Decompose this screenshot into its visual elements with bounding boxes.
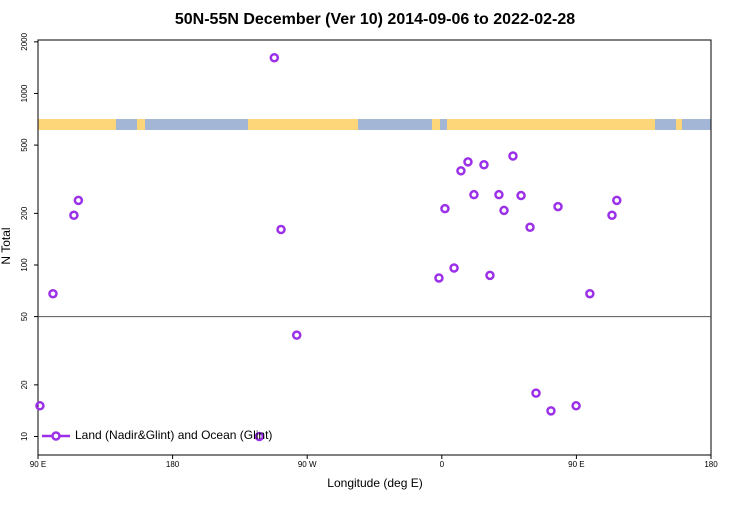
point <box>463 157 473 167</box>
legend-marker <box>51 431 61 441</box>
point <box>48 288 58 299</box>
y-tick-label: 20 <box>20 380 29 389</box>
point <box>35 401 45 411</box>
plot-frame <box>37 39 712 456</box>
land-ocean-strip <box>38 119 711 130</box>
point <box>485 270 495 281</box>
legend-label: Land (Nadir&Glint) and Ocean (Glint) <box>75 428 272 442</box>
y-tick-label: 10 <box>20 431 29 440</box>
x-tick-label: 180 <box>704 460 718 469</box>
point <box>456 166 466 176</box>
y-tick-label: 100 <box>20 258 29 272</box>
point <box>276 224 286 235</box>
x-tick-label: 180 <box>166 460 180 469</box>
point <box>269 53 280 63</box>
point <box>546 406 556 416</box>
point <box>571 401 581 411</box>
x-tick-label: 90 E <box>30 460 46 469</box>
y-axis-label: N Total <box>0 227 13 264</box>
point <box>440 203 450 214</box>
y-tick-label: 1000 <box>20 84 29 102</box>
point <box>531 388 541 398</box>
point <box>525 222 535 232</box>
point <box>499 205 509 216</box>
chart-title: 50N-55N December (Ver 10) 2014-09-06 to … <box>175 11 575 28</box>
y-tick-label: 200 <box>20 206 29 220</box>
y-tick-label: 50 <box>20 312 29 321</box>
point <box>469 189 479 200</box>
point <box>291 330 302 340</box>
point <box>508 151 518 161</box>
point <box>434 273 444 283</box>
point <box>479 160 489 170</box>
point <box>585 288 595 299</box>
point <box>69 210 79 220</box>
x-tick-label: 90 W <box>298 460 317 469</box>
point <box>516 190 526 201</box>
point <box>73 195 84 206</box>
point <box>494 189 504 200</box>
x-tick-label: 90 E <box>568 460 584 469</box>
x-tick-label: 0 <box>440 460 445 469</box>
y-tick-label: 500 <box>20 138 29 152</box>
point <box>449 263 459 273</box>
y-tick-label: 2000 <box>20 32 29 50</box>
point <box>607 210 617 220</box>
point <box>254 431 265 442</box>
x-axis-label: Longitude (deg E) <box>327 476 422 490</box>
point <box>553 201 563 212</box>
point <box>612 195 622 206</box>
